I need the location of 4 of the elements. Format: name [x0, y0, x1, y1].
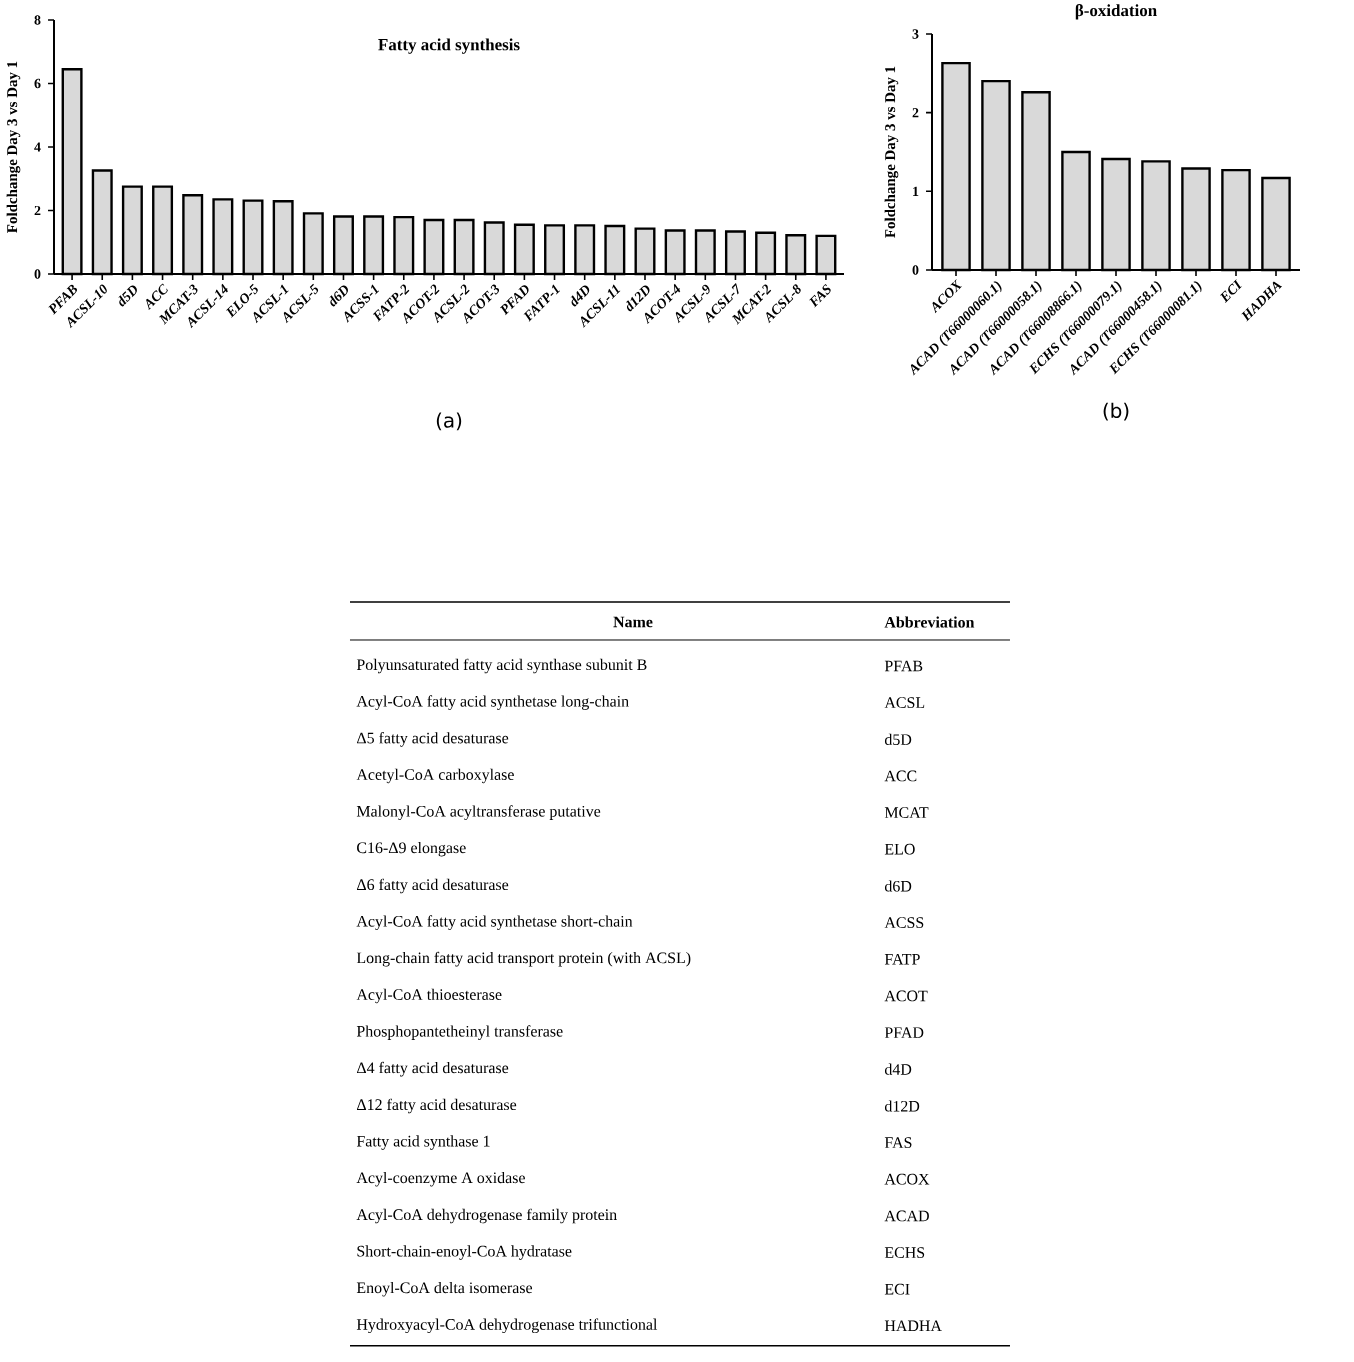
text: (a) [436, 412, 462, 431]
chart-title: β-oxidation [1075, 4, 1157, 20]
text: (b) [1103, 402, 1129, 421]
text: Fatty acid synthesis [378, 38, 520, 54]
